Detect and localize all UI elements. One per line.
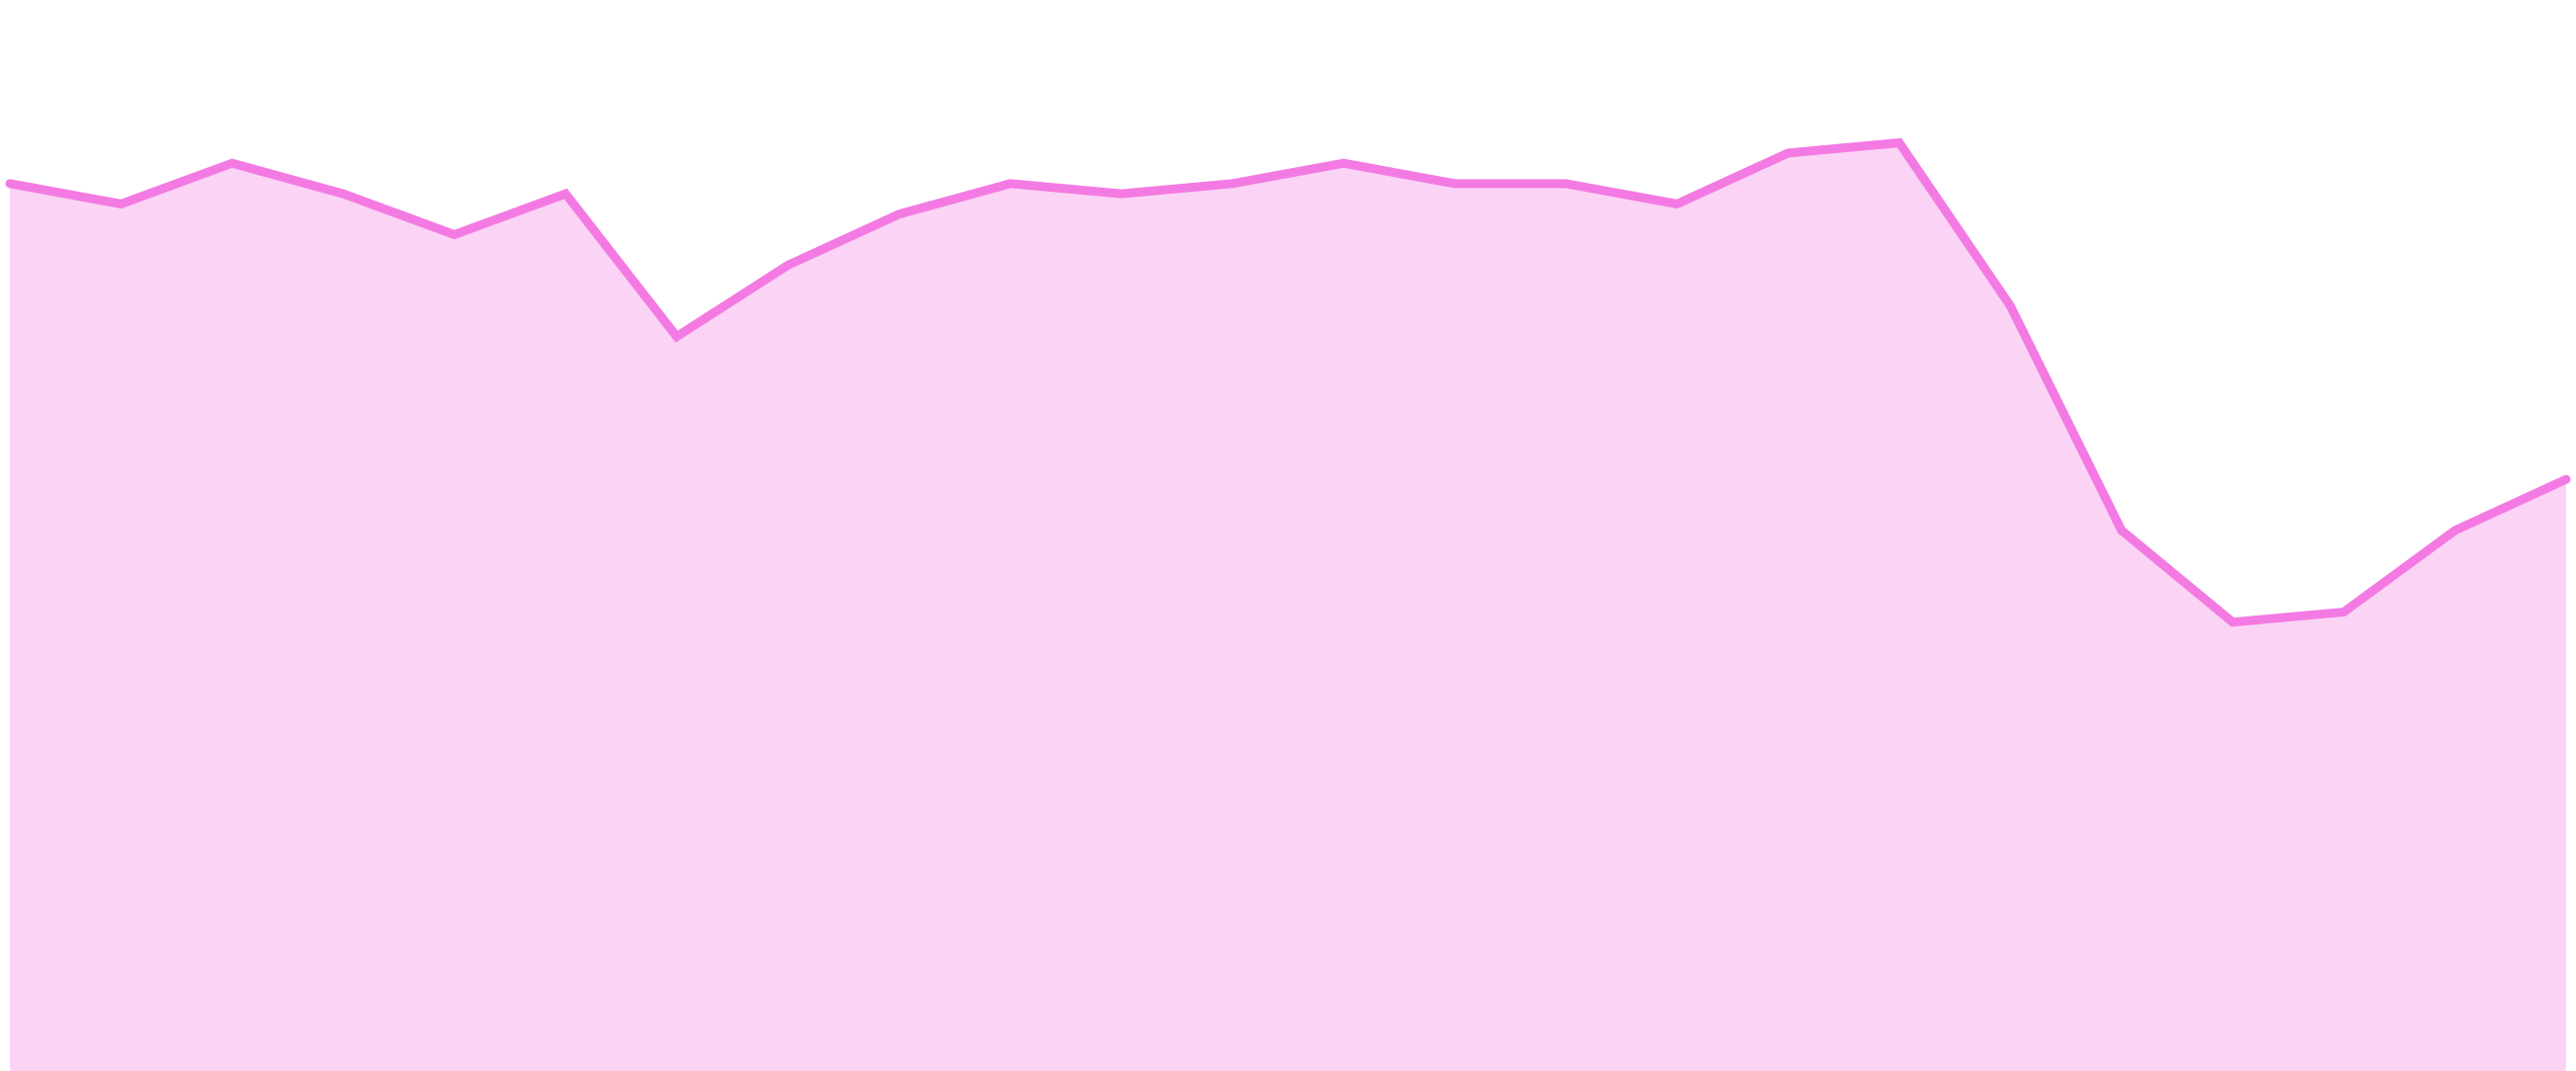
data-point [339, 190, 348, 199]
data-point [228, 159, 237, 168]
data-point [2451, 526, 2459, 535]
data-point [1672, 200, 1681, 208]
data-point [673, 332, 682, 341]
data-point [895, 209, 904, 218]
data-point [1784, 148, 1793, 157]
point-layer [6, 138, 2570, 626]
data-point [1339, 159, 1348, 168]
data-point [2339, 608, 2348, 617]
data-point [1562, 179, 1570, 188]
data-point [2006, 301, 2015, 310]
data-point [6, 179, 14, 188]
data-point [1894, 138, 1903, 147]
data-point [1228, 179, 1237, 188]
area-fill-series-0 [10, 142, 2566, 1071]
data-point [2562, 475, 2570, 484]
data-point [1450, 179, 1459, 188]
data-point [561, 190, 570, 199]
data-point [2228, 618, 2237, 626]
series-line-0 [5, 137, 2571, 627]
line-layer [5, 137, 2571, 627]
data-point [1117, 190, 1126, 199]
data-point [450, 230, 459, 239]
data-point [2117, 526, 2126, 535]
area-layer [10, 142, 2566, 1071]
data-point [117, 200, 125, 208]
data-point [783, 261, 792, 270]
data-point [1006, 179, 1014, 188]
